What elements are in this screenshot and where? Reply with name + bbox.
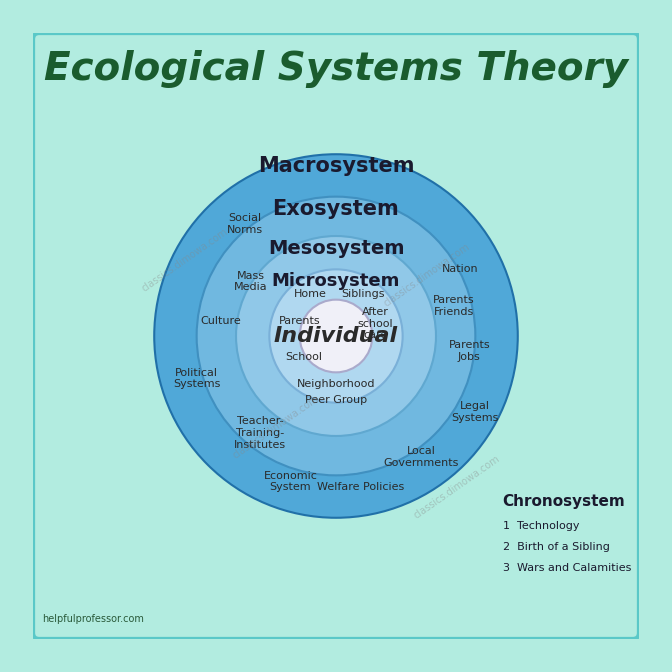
Text: Local
Governments: Local Governments — [383, 446, 458, 468]
Text: Individual: Individual — [274, 326, 398, 346]
Circle shape — [269, 269, 403, 403]
Text: classics.dimowa.com: classics.dimowa.com — [230, 393, 321, 460]
Text: Culture: Culture — [200, 316, 241, 326]
Text: classics.dimowa.com: classics.dimowa.com — [140, 226, 229, 294]
Text: classics.dimowa.com: classics.dimowa.com — [413, 454, 502, 521]
Text: Macrosystem: Macrosystem — [258, 157, 414, 176]
Text: Chronosystem: Chronosystem — [503, 493, 626, 509]
Text: 3  Wars and Calamities: 3 Wars and Calamities — [503, 563, 631, 573]
Text: Neighborhood: Neighborhood — [297, 380, 375, 390]
Circle shape — [236, 236, 436, 436]
Text: Exosystem: Exosystem — [273, 199, 399, 219]
Text: Social
Norms: Social Norms — [227, 213, 263, 235]
Text: Political
Systems: Political Systems — [173, 368, 220, 389]
Text: Mesosystem: Mesosystem — [267, 239, 405, 257]
Text: School: School — [286, 352, 323, 362]
Circle shape — [300, 300, 372, 372]
Text: Parents
Friends: Parents Friends — [433, 295, 475, 317]
Text: After
school
care: After school care — [358, 307, 393, 341]
Text: Welfare Policies: Welfare Policies — [317, 482, 404, 493]
Text: Parents: Parents — [279, 316, 321, 326]
Text: Economic
System: Economic System — [263, 470, 317, 492]
Text: Microsystem: Microsystem — [271, 272, 401, 290]
Text: Nation: Nation — [442, 264, 478, 274]
Circle shape — [155, 155, 517, 517]
Text: Parents
Jobs: Parents Jobs — [448, 340, 490, 362]
Text: 1  Technology: 1 Technology — [503, 521, 579, 531]
Text: Peer Group: Peer Group — [305, 394, 367, 405]
Text: 2  Birth of a Sibling: 2 Birth of a Sibling — [503, 542, 610, 552]
Text: Legal
Systems: Legal Systems — [452, 401, 499, 423]
Text: classics.dimowa.com: classics.dimowa.com — [382, 242, 472, 309]
Text: helpfulprofessor.com: helpfulprofessor.com — [42, 614, 144, 624]
Text: Ecological Systems Theory: Ecological Systems Theory — [44, 50, 628, 89]
Text: Home: Home — [294, 288, 327, 298]
Circle shape — [197, 197, 475, 475]
Text: Teacher-
Training-
Institutes: Teacher- Training- Institutes — [235, 417, 286, 450]
Text: Mass
Media: Mass Media — [235, 271, 268, 292]
Text: Siblings: Siblings — [341, 288, 385, 298]
